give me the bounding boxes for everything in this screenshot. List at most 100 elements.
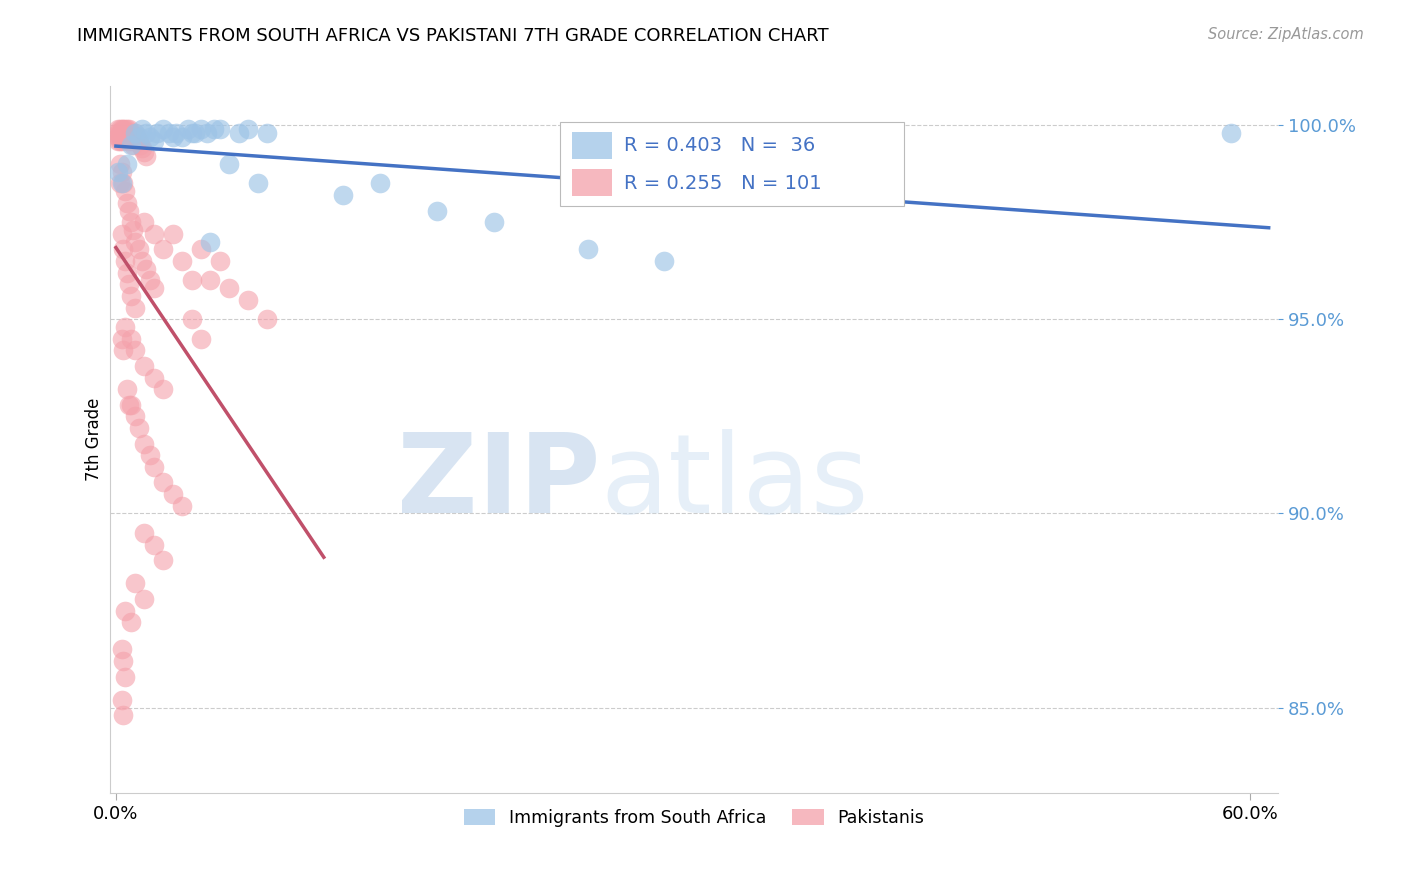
Point [218,157,240,171]
Point [208,254,231,268]
Point [190,122,212,136]
Point [108,129,131,144]
Point [118,134,141,148]
Point [117,157,139,171]
Point [108,177,131,191]
Point [125,129,148,144]
Point [107,122,129,136]
Point [152,122,174,136]
Point [112,126,135,140]
Point [117,266,139,280]
Text: atlas: atlas [600,428,869,535]
Point [177,122,200,136]
Point [114,126,136,140]
Point [134,215,156,229]
Point [107,134,129,148]
Point [112,343,135,358]
Point [120,398,142,412]
Point [117,126,139,140]
Point [107,129,129,144]
Point [134,359,156,373]
Point [135,126,157,140]
Legend: Immigrants from South Africa, Pakistanis: Immigrants from South Africa, Pakistanis [457,802,931,834]
Point [110,177,132,191]
Point [117,129,139,144]
Point [131,122,153,136]
Point [370,177,392,191]
Point [146,126,169,140]
Point [108,157,131,171]
Point [134,525,156,540]
Point [110,129,132,144]
FancyBboxPatch shape [560,121,904,206]
Point [142,134,165,148]
Point [157,126,180,140]
Point [110,642,132,657]
Point [652,254,675,268]
Point [124,409,146,424]
Point [135,149,157,163]
Point [162,487,184,501]
Point [142,281,165,295]
Point [134,436,156,450]
Point [110,122,132,136]
Point [152,243,174,257]
Point [482,215,505,229]
Point [129,137,152,152]
Point [114,320,136,334]
Text: IMMIGRANTS FROM SOUTH AFRICA VS PAKISTANI 7TH GRADE CORRELATION CHART: IMMIGRANTS FROM SOUTH AFRICA VS PAKISTAN… [77,27,830,45]
Point [218,281,240,295]
Point [332,188,354,202]
Point [112,122,135,136]
Point [170,129,193,144]
Text: ZIP: ZIP [398,428,600,535]
Point [112,129,135,144]
Point [124,301,146,315]
Point [120,289,142,303]
Point [131,141,153,155]
Point [246,177,269,191]
Point [142,459,165,474]
Point [124,126,146,140]
Point [238,122,260,136]
Point [112,708,135,723]
Point [120,615,142,629]
Point [112,654,135,668]
Point [152,475,174,490]
Point [170,499,193,513]
Point [117,122,139,136]
Point [1219,126,1241,140]
Point [118,277,141,292]
Point [124,235,146,249]
Point [190,332,212,346]
Point [114,122,136,136]
Point [152,553,174,567]
Text: Source: ZipAtlas.com: Source: ZipAtlas.com [1208,27,1364,42]
Point [128,421,150,435]
Point [180,126,202,140]
Point [180,273,202,287]
Point [128,129,150,144]
Point [110,165,132,179]
Point [180,312,202,326]
Point [228,126,250,140]
Point [118,398,141,412]
Point [128,243,150,257]
Point [576,243,599,257]
Point [152,382,174,396]
Point [312,817,335,831]
Point [139,273,162,287]
Bar [572,132,613,159]
Point [114,669,136,683]
Point [120,126,142,140]
Point [202,122,225,136]
Point [134,145,156,160]
Point [426,203,449,218]
Point [124,126,146,140]
Text: R = 0.403   N =  36: R = 0.403 N = 36 [624,136,815,154]
Point [122,129,145,144]
Point [195,126,218,140]
Point [118,126,141,140]
Point [135,261,157,276]
Point [120,215,142,229]
